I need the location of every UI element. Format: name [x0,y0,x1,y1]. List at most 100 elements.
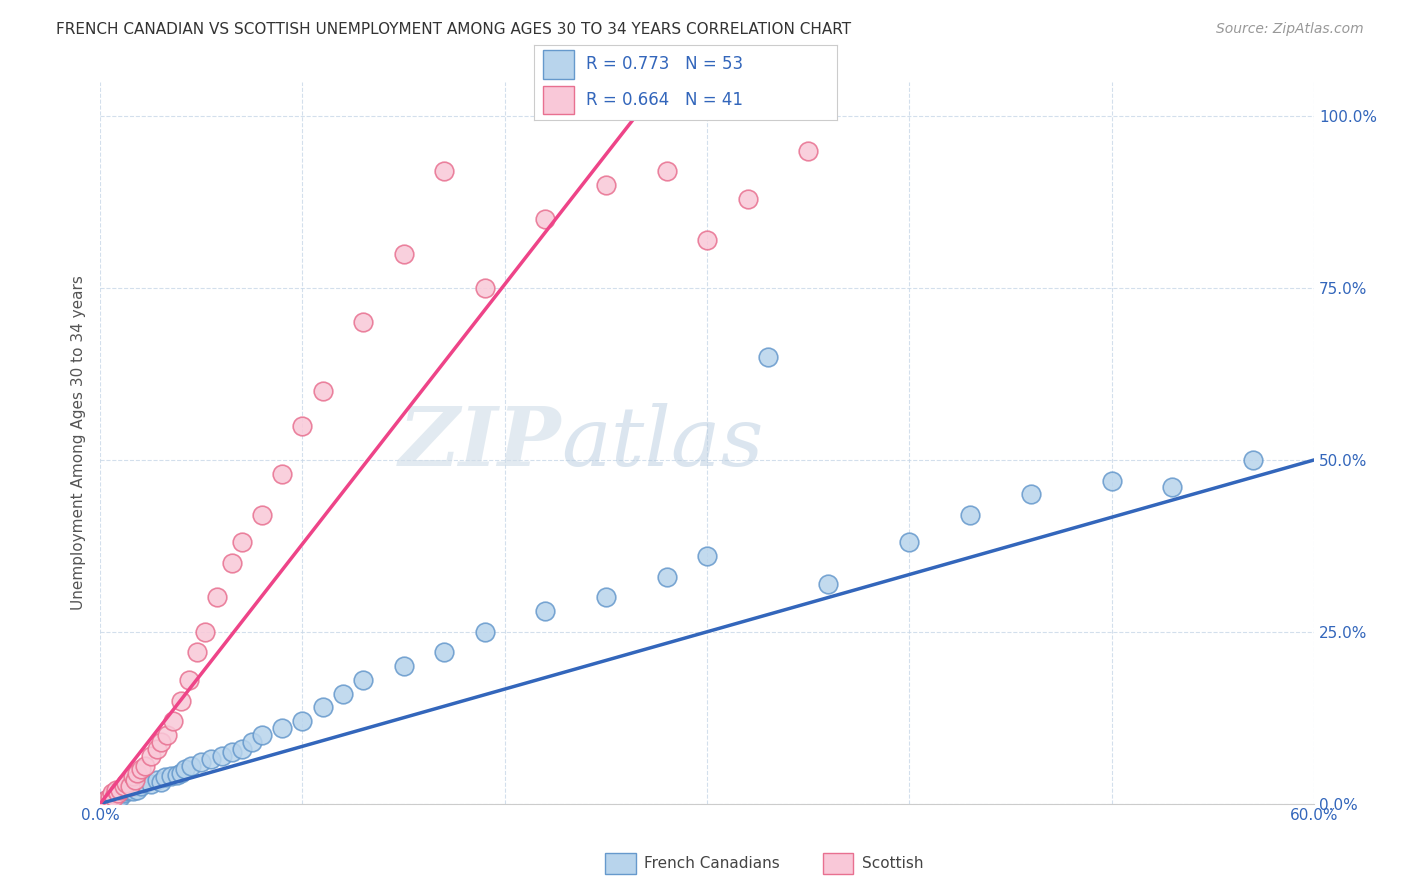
Point [149,735,172,749]
Point [160,769,183,783]
Point [1161,480,1184,494]
Point [221,556,243,570]
Point [139,748,162,763]
Point [96,793,118,807]
Point [392,246,415,260]
Point [105,792,128,806]
Point [211,748,233,763]
Point [112,780,135,794]
Text: French Canadians: French Canadians [644,856,780,871]
Point [797,144,820,158]
Point [534,212,557,227]
Point [231,535,253,549]
Point [271,721,294,735]
Point [162,714,184,728]
Point [170,765,193,780]
Point [231,741,253,756]
Point [124,780,146,794]
Point [433,164,456,178]
Point [655,570,678,584]
Point [756,350,779,364]
Point [696,233,718,247]
Point [190,756,212,770]
Point [534,604,557,618]
Point [96,793,118,807]
Point [105,783,128,797]
Point [153,771,176,785]
Point [474,624,496,639]
Point [474,281,496,295]
Point [166,768,188,782]
Point [186,645,208,659]
Point [1019,487,1042,501]
Point [433,645,456,659]
Point [250,508,273,522]
Bar [543,50,574,78]
Point [352,673,374,687]
Point [98,789,121,804]
Text: R = 0.773   N = 53: R = 0.773 N = 53 [586,55,742,73]
Point [139,777,162,791]
Point [156,728,179,742]
Point [120,780,142,794]
Point [170,693,193,707]
Text: FRENCH CANADIAN VS SCOTTISH UNEMPLOYMENT AMONG AGES 30 TO 34 YEARS CORRELATION C: FRENCH CANADIAN VS SCOTTISH UNEMPLOYMENT… [56,22,852,37]
Point [103,789,125,804]
Point [129,780,152,794]
Point [200,752,222,766]
Point [120,781,142,796]
Text: atlas: atlas [561,403,763,483]
Point [250,728,273,742]
Text: Scottish: Scottish [862,856,924,871]
Point [129,762,152,776]
Point [595,591,617,605]
Point [124,772,146,787]
Point [110,789,132,804]
Point [107,786,129,800]
Point [655,164,678,178]
Point [179,673,201,687]
Point [146,741,169,756]
Point [117,783,139,797]
Point [737,192,759,206]
Point [595,178,617,192]
Point [101,789,124,804]
Point [332,687,354,701]
Point [898,535,921,549]
Point [121,769,143,783]
Point [392,659,415,673]
Point [98,791,121,805]
Point [291,418,314,433]
Point [312,700,335,714]
Point [194,624,217,639]
Point [149,774,172,789]
Point [103,789,125,803]
Point [107,786,129,800]
Bar [543,86,574,114]
Point [110,783,132,797]
Point [221,745,243,759]
Point [817,576,839,591]
Point [1101,474,1123,488]
Point [112,786,135,800]
Point [125,765,148,780]
Point [115,776,138,790]
Point [121,784,143,798]
Point [134,759,156,773]
Point [125,783,148,797]
Point [174,762,197,776]
Point [291,714,314,728]
Point [110,783,132,797]
Point [240,735,263,749]
Text: ZIP: ZIP [399,403,561,483]
Point [352,316,374,330]
Point [696,549,718,564]
Point [115,784,138,798]
Text: Source: ZipAtlas.com: Source: ZipAtlas.com [1216,22,1364,37]
Point [101,786,124,800]
Y-axis label: Unemployment Among Ages 30 to 34 years: Unemployment Among Ages 30 to 34 years [72,276,86,610]
Point [959,508,981,522]
Point [312,384,335,399]
Point [1241,453,1264,467]
Point [134,776,156,790]
